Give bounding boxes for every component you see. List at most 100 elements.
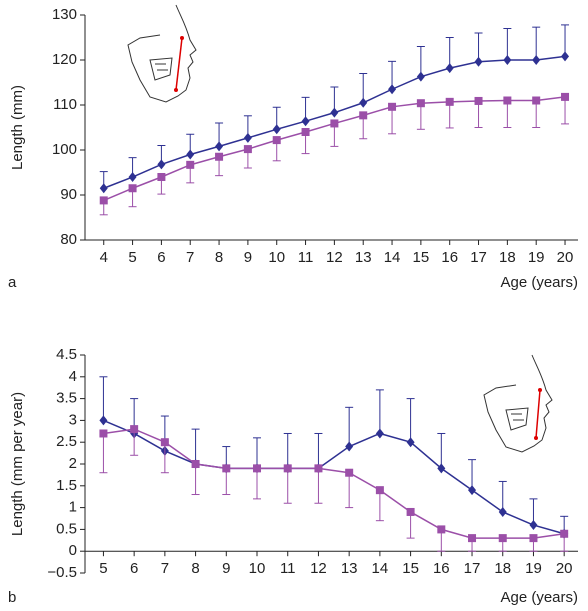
y-tick-label: 120	[52, 51, 77, 68]
marker	[468, 485, 477, 496]
marker	[99, 183, 108, 194]
marker	[474, 96, 483, 105]
marker	[529, 520, 538, 531]
x-tick-label: 7	[186, 249, 194, 266]
marker	[186, 149, 195, 160]
marker	[283, 464, 292, 473]
marker	[130, 425, 139, 434]
marker	[301, 128, 310, 136]
x-tick-label: 20	[557, 249, 574, 266]
marker	[128, 184, 137, 193]
marker	[222, 464, 231, 473]
marker	[560, 529, 569, 538]
marker	[529, 534, 538, 543]
y-tick-label: 90	[60, 186, 77, 203]
x-tick-label: 11	[298, 249, 314, 266]
face-icon-a	[127, 4, 197, 103]
panel-label: b	[8, 589, 16, 606]
y-tick-label: 4.5	[56, 346, 77, 363]
marker	[345, 468, 354, 477]
marker	[375, 486, 384, 495]
x-tick-label: 10	[268, 249, 285, 266]
marker	[503, 55, 512, 65]
y-tick-label: 4	[69, 368, 77, 385]
x-tick-label: 11	[280, 560, 296, 577]
marker	[503, 96, 512, 105]
marker	[416, 99, 425, 108]
x-tick-label: 18	[499, 249, 516, 266]
x-tick-label: 13	[355, 249, 372, 266]
marker	[561, 92, 570, 101]
x-tick-label: 14	[384, 249, 401, 266]
marker	[99, 415, 108, 426]
y-tick-label: 110	[53, 96, 77, 113]
x-tick-label: 6	[157, 249, 165, 266]
marker	[157, 173, 166, 181]
x-tick-label: 17	[464, 560, 481, 577]
x-tick-label: 20	[556, 560, 573, 577]
marker	[498, 506, 507, 517]
marker	[157, 159, 166, 170]
marker	[359, 111, 368, 120]
marker	[243, 145, 252, 154]
x-tick-label: 12	[326, 249, 343, 266]
x-tick-label: 16	[433, 560, 450, 577]
marker	[330, 119, 339, 128]
x-tick-label: 5	[99, 560, 107, 577]
x-axis-title: Age (years)	[500, 274, 578, 291]
face-icon-b	[483, 354, 553, 453]
y-tick-label: 0	[69, 542, 77, 559]
x-tick-label: 10	[249, 560, 266, 577]
x-tick-label: 13	[341, 560, 358, 577]
x-axis-title: Age (years)	[500, 589, 578, 606]
marker	[388, 84, 397, 95]
x-tick-label: 15	[413, 249, 430, 266]
y-axis-title: Length (mm)	[9, 85, 26, 170]
x-tick-label: 19	[528, 249, 545, 266]
marker	[388, 102, 397, 111]
marker	[416, 71, 425, 82]
x-tick-label: 17	[470, 249, 487, 266]
marker	[445, 97, 454, 106]
marker	[532, 96, 541, 105]
panel-label: a	[8, 274, 17, 291]
marker	[468, 534, 477, 543]
y-tick-label: 2	[69, 455, 77, 472]
x-tick-label: 9	[222, 560, 230, 577]
marker	[215, 152, 224, 161]
marker	[498, 534, 507, 543]
x-tick-label: 18	[494, 560, 511, 577]
y-tick-label: 2.5	[56, 433, 77, 450]
marker	[99, 429, 108, 438]
marker	[406, 507, 415, 516]
marker	[128, 172, 137, 182]
marker	[314, 464, 323, 473]
y-tick-label: 3	[69, 411, 77, 428]
marker	[160, 438, 169, 447]
y-tick-label: 0.5	[56, 520, 77, 537]
y-tick-label: 3.5	[56, 390, 77, 407]
marker	[243, 132, 252, 143]
y-tick-label: 100	[52, 141, 77, 158]
marker	[437, 463, 446, 474]
marker	[253, 464, 262, 473]
marker	[272, 136, 281, 145]
series-line	[103, 428, 565, 539]
y-tick-label: 1.5	[56, 477, 77, 494]
x-tick-label: 4	[100, 249, 108, 266]
series-line	[103, 419, 565, 535]
x-tick-label: 12	[310, 560, 327, 577]
x-tick-label: 15	[402, 560, 419, 577]
y-tick-label: 80	[60, 231, 77, 248]
marker	[345, 441, 354, 452]
x-tick-label: 8	[215, 249, 223, 266]
y-tick-label: −0.5	[47, 564, 77, 581]
marker	[406, 437, 415, 448]
marker	[532, 55, 541, 65]
x-tick-label: 5	[128, 249, 136, 266]
x-tick-label: 19	[525, 560, 542, 577]
marker	[561, 51, 570, 62]
marker	[215, 141, 224, 152]
x-tick-label: 16	[441, 249, 458, 266]
